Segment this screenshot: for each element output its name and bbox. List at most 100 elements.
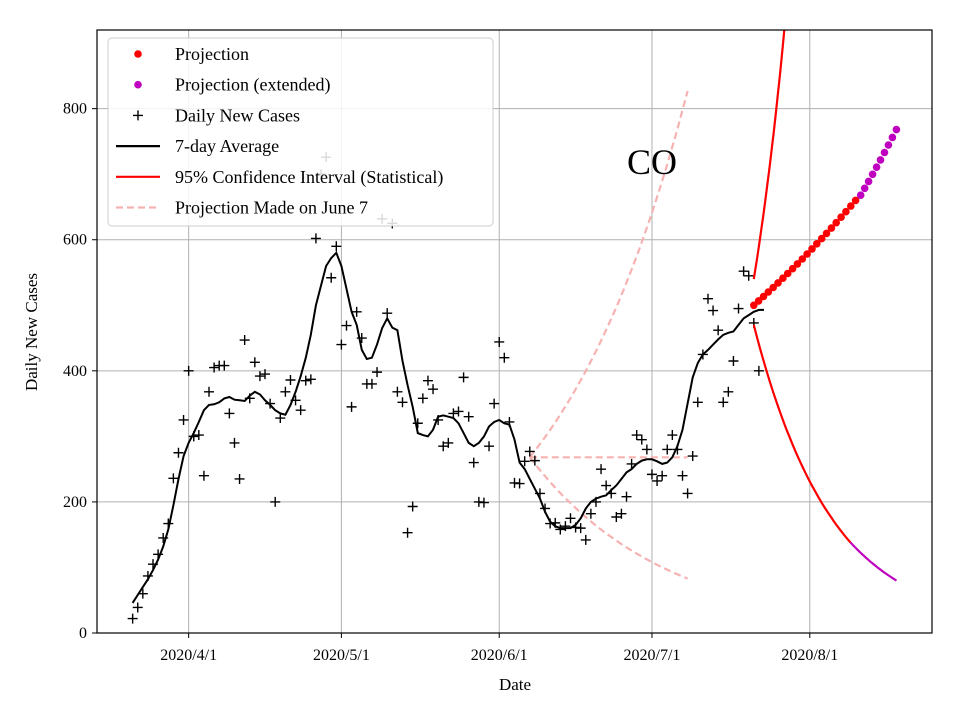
daily-point <box>260 369 271 380</box>
daily-point <box>585 508 596 519</box>
x-tick-label: 2020/8/1 <box>781 647 838 664</box>
projection-point <box>764 288 773 296</box>
daily-point <box>183 365 194 376</box>
projection-extended-point <box>860 184 869 193</box>
daily-point <box>514 478 525 489</box>
x-tick-label: 2020/5/1 <box>313 647 370 664</box>
daily-point <box>249 357 260 368</box>
daily-point <box>565 513 576 524</box>
daily-point <box>494 336 505 347</box>
average-line <box>131 250 764 604</box>
daily-point <box>331 241 342 252</box>
axis-ticks: 2020/4/1 2020/5/1 2020/6/1 2020/7/1 2020/8/1… <box>63 101 838 664</box>
projection-extended-point <box>872 163 881 171</box>
daily-point <box>682 488 693 499</box>
legend-item-average: 7-day Average <box>116 136 279 156</box>
daily-new-cases-points <box>127 152 764 624</box>
daily-point <box>560 521 571 532</box>
legend-label: Projection <box>175 44 249 64</box>
daily-point <box>733 303 744 314</box>
y-axis-label: Daily New Cases <box>22 273 41 391</box>
daily-point <box>478 497 489 508</box>
projection-point <box>822 229 831 238</box>
legend-label: 7-day Average <box>175 136 279 156</box>
daily-point <box>616 508 627 519</box>
daily-point <box>641 444 652 455</box>
daily-point <box>631 430 642 441</box>
daily-point <box>443 437 454 448</box>
plot-frame <box>96 29 933 634</box>
daily-point <box>392 386 403 397</box>
projection-extended-point <box>864 177 873 186</box>
daily-point <box>234 473 245 484</box>
y-tick-label: 800 <box>63 101 87 118</box>
daily-point <box>127 613 138 624</box>
x-tick-label: 2020/7/1 <box>624 647 681 664</box>
projection-point <box>759 292 768 301</box>
daily-point <box>168 473 179 484</box>
annotation-label: CO <box>627 142 677 182</box>
x-tick-label: 2020/6/1 <box>471 647 528 664</box>
daily-point <box>713 325 724 336</box>
daily-point <box>667 430 678 441</box>
daily-point <box>229 437 240 448</box>
ci-upper-line <box>752 29 786 280</box>
legend-marker <box>134 80 142 89</box>
projection-points <box>750 125 901 310</box>
daily-point <box>204 386 215 397</box>
daily-point <box>305 374 316 385</box>
projection-point <box>793 260 802 268</box>
projection-point <box>754 297 763 305</box>
projection-point <box>798 255 807 263</box>
daily-point <box>662 444 673 455</box>
daily-point <box>219 360 230 371</box>
confidence-interval-lines <box>752 29 897 582</box>
daily-point <box>626 458 637 469</box>
daily-point <box>753 365 764 376</box>
daily-point <box>224 408 235 419</box>
legend-label: 95% Confidence Interval (Statistical) <box>175 167 443 188</box>
projection-point <box>837 213 845 221</box>
projection-extended-point <box>888 133 897 142</box>
y-tick-label: 600 <box>63 232 87 249</box>
y-tick-label: 400 <box>63 363 87 380</box>
projection-extended-point <box>876 156 885 164</box>
daily-point <box>336 339 347 350</box>
daily-point <box>132 602 143 613</box>
daily-point <box>270 496 281 507</box>
projection-extended-point <box>856 191 865 199</box>
projection-point <box>832 218 840 227</box>
daily-point <box>636 434 647 445</box>
legend-marker <box>134 50 142 58</box>
projection-point <box>817 234 826 243</box>
daily-point <box>575 523 586 534</box>
june7-projection-lines <box>528 90 689 580</box>
daily-point <box>646 469 657 480</box>
projection-point <box>847 202 855 210</box>
daily-point <box>351 306 362 317</box>
daily-point <box>300 375 311 386</box>
daily-point <box>178 414 189 425</box>
daily-point <box>524 446 535 457</box>
daily-point <box>239 335 250 346</box>
daily-point <box>738 266 749 277</box>
daily-point <box>417 393 428 404</box>
legend-item-projection-extended: Projection (extended) <box>134 75 330 96</box>
projection-point <box>779 274 787 283</box>
projection-point <box>813 240 821 248</box>
daily-point <box>173 447 184 458</box>
daily-point <box>366 378 377 389</box>
x-tick-label: 2020/4/1 <box>160 647 217 664</box>
daily-point <box>412 418 423 429</box>
daily-point <box>728 355 739 366</box>
daily-point <box>580 534 591 545</box>
daily-point <box>254 371 265 382</box>
daily-point <box>397 397 408 408</box>
daily-point <box>529 455 540 466</box>
daily-point <box>484 441 495 452</box>
daily-point <box>657 470 668 481</box>
daily-point <box>310 233 321 244</box>
daily-point <box>428 384 439 395</box>
legend-marker <box>133 110 143 121</box>
daily-point <box>718 397 729 408</box>
